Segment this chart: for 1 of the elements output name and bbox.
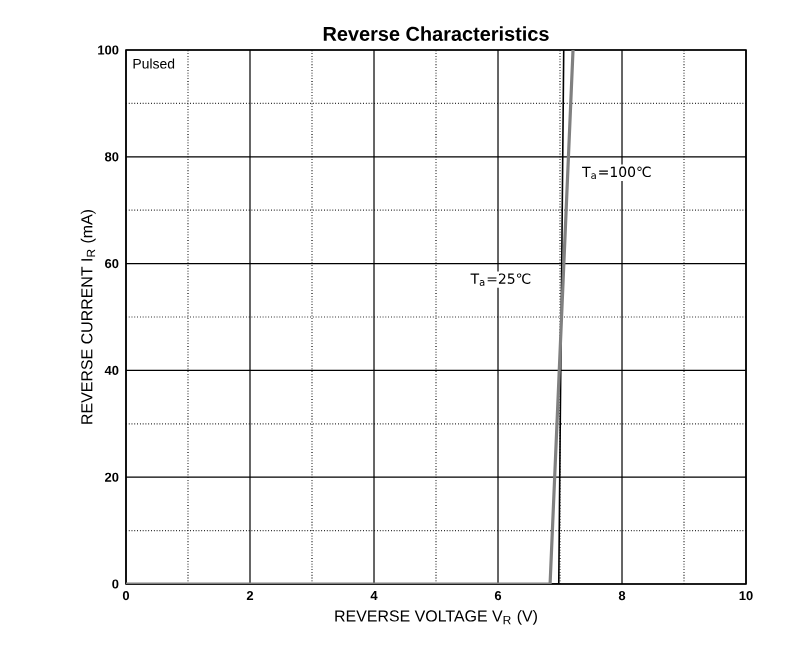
- chart-title: Reverse Characteristics: [323, 26, 549, 41]
